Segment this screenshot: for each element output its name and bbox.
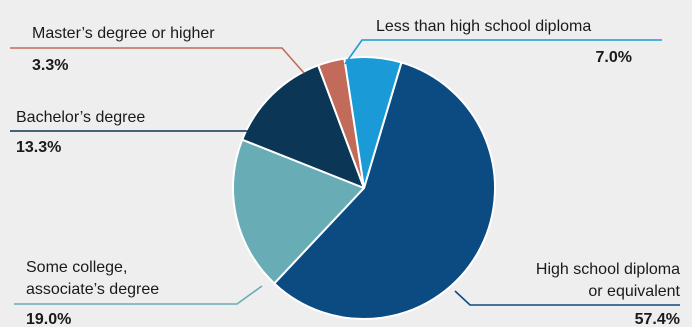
slice-value-label-2: 13.3% — [16, 139, 61, 156]
leader-line-3 — [10, 47, 305, 74]
slice-value-label-1: 19.0% — [26, 311, 71, 327]
pie-slice-2 — [241, 64, 365, 189]
leader-line-0 — [454, 290, 680, 306]
slice-value-label-4: 7.0% — [596, 49, 632, 66]
slice-category-label-3-0: Master’s degree or higher — [32, 25, 215, 42]
slice-value-label-0: 57.4% — [635, 311, 680, 327]
slice-category-label-0-0: High school diploma — [536, 261, 680, 278]
slice-category-label-1-0: Some college, — [26, 259, 127, 276]
pie-slice-0 — [273, 61, 496, 320]
leader-line-1 — [14, 285, 263, 305]
slice-category-label-2-0: Bachelor’s degree — [16, 109, 145, 126]
slice-category-label-0-1: or equivalent — [588, 283, 680, 300]
slice-category-label-1-1: associate’s degree — [26, 281, 159, 298]
leader-line-4 — [344, 39, 662, 65]
slice-category-label-4-0: Less than high school diploma — [376, 18, 591, 35]
slice-value-label-3: 3.3% — [32, 57, 68, 74]
pie-slice-4 — [343, 56, 403, 189]
